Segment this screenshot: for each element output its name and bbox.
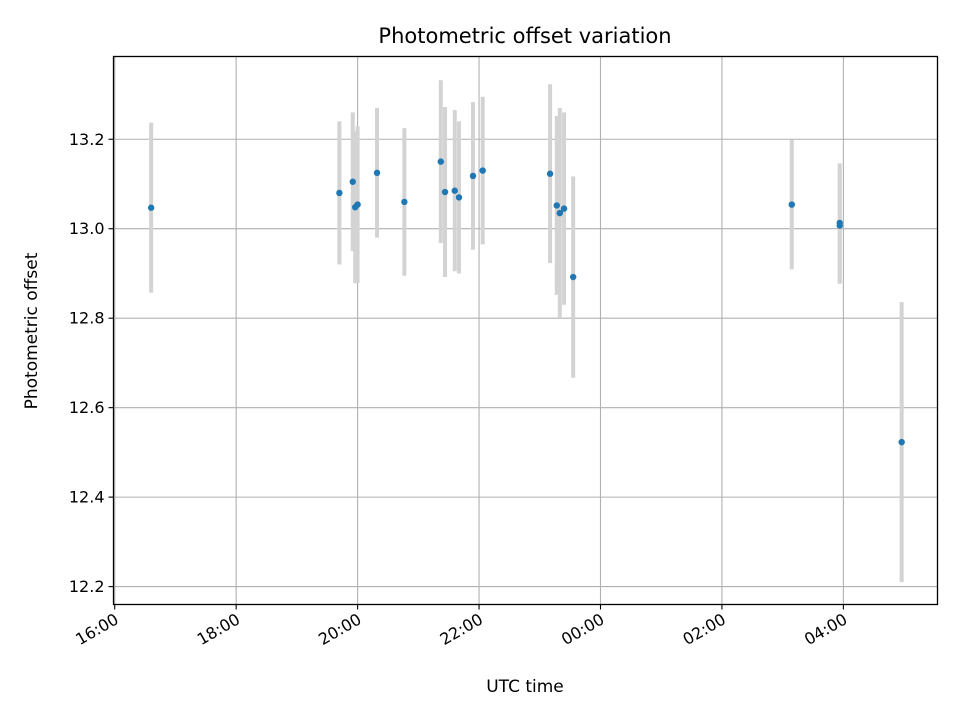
data-point [373,169,381,177]
data-point [898,438,905,446]
data-point [401,198,408,206]
y-axis-label: Photometric offset [22,252,42,409]
data-point [336,189,343,197]
y-tick-label: 13.2 [69,130,105,149]
chart-title: Photometric offset variation [378,24,671,48]
data-point [441,188,449,196]
data-points [147,158,905,446]
data-point [553,202,560,209]
data-point [437,158,444,165]
y-tick-label: 12.2 [69,577,105,596]
data-point [788,201,795,208]
data-point [349,178,356,185]
y-tick-label: 13.0 [69,219,105,238]
data-point [569,273,577,281]
y-axis-ticks: 12.2 12.4 12.6 12.8 13.0 13.2 [69,130,114,596]
plot-frame [112,55,939,606]
data-point [354,201,361,208]
x-axis-label: UTC time [486,677,564,697]
data-point [479,167,486,174]
data-point [455,194,463,201]
data-point [556,209,564,217]
y-tick-label: 12.6 [69,398,105,417]
data-point [546,170,554,177]
data-point [836,222,843,229]
grid-lines [113,56,938,605]
data-point [560,205,568,212]
data-point [451,187,458,194]
y-tick-label: 12.8 [69,309,105,328]
y-tick-label: 12.4 [69,488,105,507]
data-point [469,172,477,180]
data-point [147,204,155,211]
